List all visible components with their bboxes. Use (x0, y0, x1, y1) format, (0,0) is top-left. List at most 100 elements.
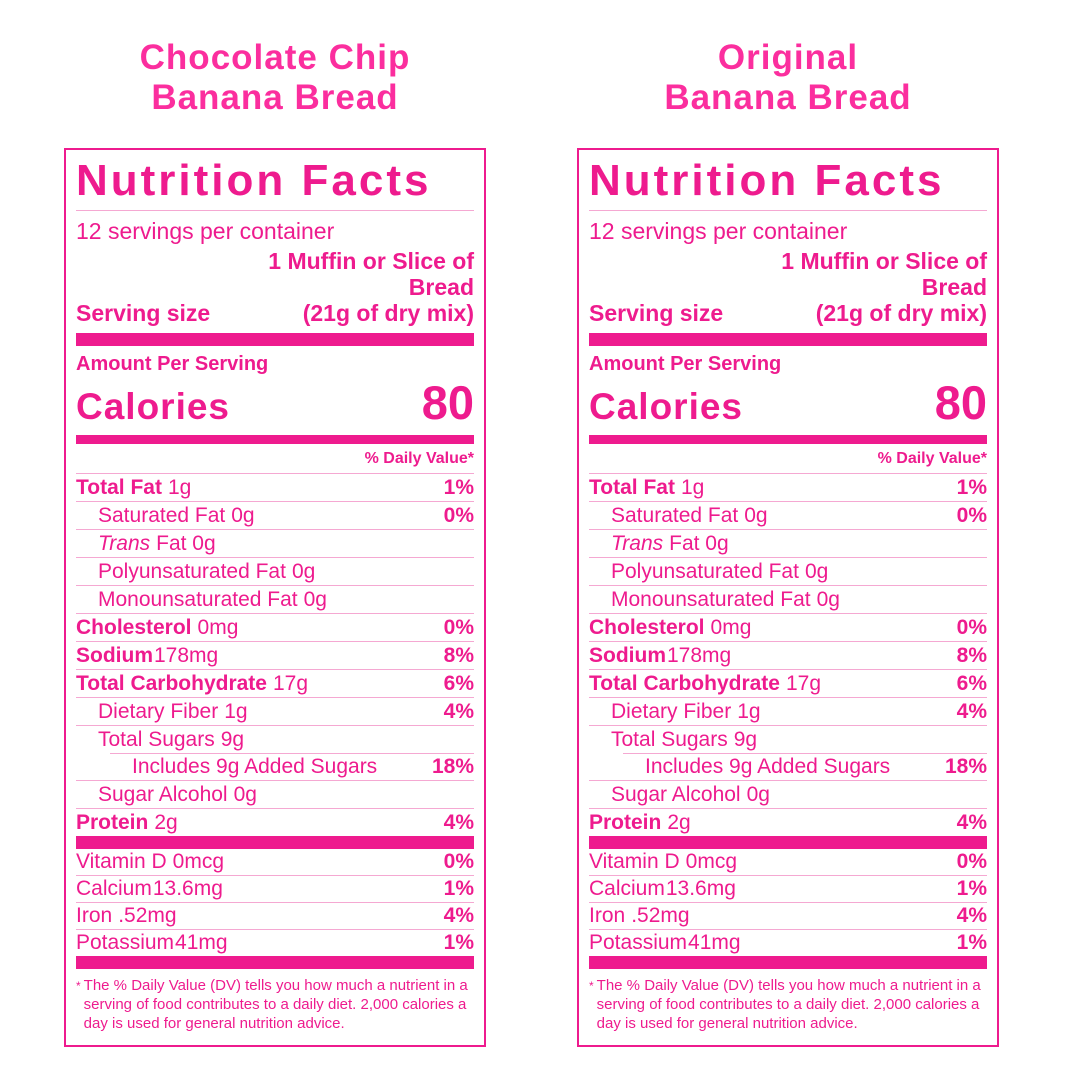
nutrient-name-group: Potassium41mg (589, 931, 741, 955)
nutrient-amount: 17g (785, 671, 822, 695)
nutrient-row-total-carbohydrate: Total Carbohydrate 17g 6% (589, 669, 987, 697)
nutrient-amount: 0mcg (685, 850, 738, 873)
thick-bar (589, 836, 987, 849)
label-column: Chocolate Chip Banana Bread Nutrition Fa… (64, 0, 486, 1047)
nutrient-name-group: Cholesterol 0mg (589, 616, 751, 640)
nutrient-amount: 2g (154, 810, 178, 834)
nutrient-row-sugar-alcohol: Sugar Alcohol 0g (589, 780, 987, 808)
nutrient-dv: 0% (956, 850, 987, 873)
nutrient-dv: 4% (443, 904, 474, 927)
nutrient-name-group: Monounsaturated Fat 0g (589, 588, 840, 612)
nutrient-name-group: Trans Fat 0g (589, 532, 729, 556)
nutrient-dv: 1% (443, 877, 474, 900)
nutrient-row-saturated-fat: Saturated Fat 0g 0% (76, 501, 474, 529)
product-title-line2: Banana Bread (151, 78, 399, 117)
nutrient-name: Saturated Fat (98, 503, 226, 527)
nutrient-amount: 41mg (175, 931, 228, 954)
nutrient-row-potassium: Potassium41mg 1% (76, 929, 474, 956)
nutrient-amount: 0mg (710, 615, 752, 639)
nutrient-name: Trans (98, 531, 151, 555)
nutrient-dv: 18% (431, 754, 474, 778)
nutrient-name: Vitamin D (589, 850, 680, 873)
nutrient-name: Calcium (589, 877, 665, 900)
medium-bar (76, 435, 474, 444)
nutrient-row-dietary-fiber: Dietary Fiber 1g 4% (76, 697, 474, 725)
nutrient-name-group: Total Sugars 9g (589, 728, 757, 752)
divider (76, 210, 474, 211)
amount-per-serving-label: Amount Per Serving (76, 353, 269, 375)
nutrient-row-calcium: Calcium13.6mg 1% (76, 875, 474, 902)
nutrient-name-group: Total Carbohydrate 17g (589, 672, 821, 696)
nutrition-facts-heading: Nutrition Facts (589, 156, 945, 205)
thick-bar (589, 956, 987, 969)
nutrient-name-group: Monounsaturated Fat 0g (76, 588, 327, 612)
nutrient-amount: 13.6mg (665, 877, 736, 900)
nutrient-name-group: Cholesterol 0mg (76, 616, 238, 640)
product-title-line1: Chocolate Chip (139, 38, 411, 77)
nutrient-amount: 0g (746, 782, 770, 806)
nutrient-dv: 1% (443, 931, 474, 954)
nutrient-name-group: Dietary Fiber 1g (76, 700, 248, 724)
nutrient-name: Total Carbohydrate (589, 671, 780, 695)
nutrient-name: Dietary Fiber (611, 699, 732, 723)
nutrient-row-monounsaturated-fat: Monounsaturated Fat 0g (76, 585, 474, 613)
nutrient-dv: 4% (956, 904, 987, 927)
nutrient-amount: 0g (744, 503, 768, 527)
calories-label: Calories (76, 386, 231, 427)
serving-size-value-line3: (21g of dry mix) (302, 300, 474, 326)
nutrition-facts-heading: Nutrition Facts (76, 156, 432, 205)
nutrient-name: Total Fat (76, 475, 162, 499)
calories-value: 80 (421, 376, 474, 429)
nutrient-name: Monounsaturated Fat (611, 587, 811, 611)
nutrient-name-group: Dietary Fiber 1g (589, 700, 761, 724)
daily-value-header: % Daily Value* (877, 450, 987, 467)
serving-size-value-line3: (21g of dry mix) (815, 300, 987, 326)
nutrient-amount: 17g (272, 671, 309, 695)
nutrient-name-group: Protein 2g (589, 811, 691, 835)
nutrient-amount: 2g (667, 810, 691, 834)
nutrient-row-iron: Iron .52mg 4% (76, 902, 474, 929)
nutrient-amount: 0g (804, 559, 829, 583)
nutrient-row-trans-fat: Trans Fat 0g (76, 529, 474, 557)
serving-size-row: Serving size 1 Muffin or Slice of Bread … (589, 246, 987, 333)
nutrient-row-dietary-fiber: Dietary Fiber 1g 4% (589, 697, 987, 725)
nutrient-name-group: Vitamin D 0mcg (76, 850, 224, 874)
nutrient-name-group: Saturated Fat 0g (76, 504, 255, 528)
nutrient-name-group: Includes 9g Added Sugars (589, 755, 890, 779)
nutrient-row-total-sugars: Total Sugars 9g (589, 725, 987, 753)
vitamins-section: Vitamin D 0mcg 0% Calcium13.6mg 1% Iron .5… (76, 849, 474, 956)
nutrient-name: Dietary Fiber (98, 699, 219, 723)
nutrient-dv: 18% (944, 754, 987, 778)
nutrient-row-polyunsaturated-fat: Polyunsaturated Fat 0g (76, 557, 474, 585)
amount-per-serving-label: Amount Per Serving (589, 353, 782, 375)
nutrient-name: Iron (589, 904, 626, 927)
product-title: Original Banana Bread (577, 38, 999, 118)
nutrient-dv: 0% (443, 850, 474, 873)
nutrient-name: Includes 9g Added Sugars (132, 754, 378, 778)
nutrient-name: Vitamin D (76, 850, 167, 873)
nutrient-dv: 1% (956, 475, 987, 499)
nutrient-row-sodium: Sodium178mg 8% (76, 641, 474, 669)
nutrient-row-calcium: Calcium13.6mg 1% (589, 875, 987, 902)
nutrient-name: Total Carbohydrate (76, 671, 267, 695)
daily-value-header: % Daily Value* (364, 450, 474, 467)
nutrient-amount: 13.6mg (152, 877, 223, 900)
nutrient-amount: 178mg (154, 643, 219, 667)
nutrient-amount: 0g (233, 782, 257, 806)
nutrient-name: Polyunsaturated Fat (611, 559, 799, 583)
nutrient-amount: 0g (231, 503, 255, 527)
nutrient-dv: 1% (443, 475, 474, 499)
nutrient-row-total-carbohydrate: Total Carbohydrate 17g 6% (76, 669, 474, 697)
nutrient-dv: 0% (443, 615, 474, 639)
nutrient-row-total-sugars: Total Sugars 9g (76, 725, 474, 753)
nutrient-name: Polyunsaturated Fat (98, 559, 286, 583)
nutrient-name-group: Total Sugars 9g (76, 728, 244, 752)
nutrient-dv: 0% (956, 615, 987, 639)
nutrient-row-sugar-alcohol: Sugar Alcohol 0g (76, 780, 474, 808)
vitamins-section: Vitamin D 0mcg 0% Calcium13.6mg 1% Iron .5… (589, 849, 987, 956)
nutrient-row-sodium: Sodium178mg 8% (589, 641, 987, 669)
nutrient-name: Calcium (76, 877, 152, 900)
nutrient-dv: 0% (443, 503, 474, 527)
nutrient-amount: 0g (303, 587, 327, 611)
